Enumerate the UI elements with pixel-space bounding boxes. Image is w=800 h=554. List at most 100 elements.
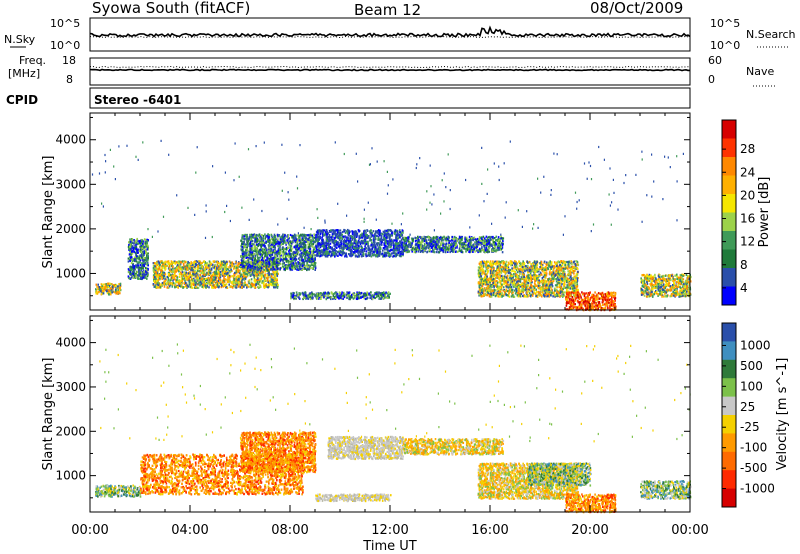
power-cell xyxy=(382,233,384,235)
power-cell xyxy=(238,269,240,271)
power-cell xyxy=(217,284,219,286)
power-cell xyxy=(318,252,320,254)
power-cell xyxy=(311,264,313,266)
power-cell xyxy=(220,273,222,275)
power-cell xyxy=(334,237,336,239)
power-cell xyxy=(277,268,279,270)
power-cell xyxy=(336,243,338,245)
power-cell xyxy=(243,241,245,243)
power-cell xyxy=(235,261,237,263)
power-cell xyxy=(323,249,325,251)
power-cell xyxy=(330,229,332,231)
power-cell xyxy=(318,248,320,250)
power-cell xyxy=(195,284,197,286)
power-cell xyxy=(161,276,163,278)
power-cell xyxy=(178,282,180,284)
power-cell xyxy=(107,283,109,285)
power-cell xyxy=(385,243,387,245)
power-cell xyxy=(138,270,140,272)
power-cell xyxy=(252,256,254,258)
power-cell xyxy=(156,286,158,288)
power-cell xyxy=(112,286,114,288)
power-cell xyxy=(376,248,378,250)
power-cell xyxy=(341,240,343,242)
power-cell xyxy=(223,264,225,266)
power-cell xyxy=(361,233,363,235)
nsky-tick-bottom-left: 10^0 xyxy=(50,39,80,52)
power-cell xyxy=(195,266,197,268)
power-cell xyxy=(308,246,310,248)
power-cell xyxy=(340,250,342,252)
power-cell xyxy=(393,247,395,249)
power-cell xyxy=(179,276,181,278)
power-cell xyxy=(268,266,270,268)
power-cell xyxy=(199,277,201,279)
power-cell xyxy=(263,235,265,237)
power-cell xyxy=(391,235,393,237)
power-cell xyxy=(372,254,374,256)
power-cell xyxy=(238,285,240,287)
power-cell xyxy=(262,249,264,251)
power-cell xyxy=(262,240,264,242)
power-cell xyxy=(250,274,252,276)
power-cell xyxy=(161,285,163,287)
power-cell xyxy=(134,240,136,242)
power-cell xyxy=(387,243,389,245)
power-cell xyxy=(258,269,260,271)
power-cell xyxy=(262,257,264,259)
power-cell xyxy=(245,273,247,275)
power-cell xyxy=(254,276,256,278)
power-cell xyxy=(129,238,131,240)
power-cell xyxy=(400,253,402,255)
power-cell xyxy=(279,246,281,248)
power-cell xyxy=(271,275,273,277)
power-cell xyxy=(347,237,349,239)
power-cell xyxy=(400,234,402,236)
power-cell xyxy=(256,241,258,243)
power-cell xyxy=(165,268,167,270)
power-cell xyxy=(128,260,130,262)
power-cell xyxy=(370,249,372,251)
power-cell xyxy=(295,262,297,264)
power-cell xyxy=(357,249,359,251)
power-cell xyxy=(270,249,272,251)
power-cell xyxy=(141,267,143,269)
power-cell xyxy=(198,287,200,289)
power-cell xyxy=(236,286,238,288)
power-cell xyxy=(247,273,249,275)
power-cell xyxy=(260,245,262,247)
power-cell xyxy=(154,262,156,264)
power-cell xyxy=(302,239,304,241)
power-cell xyxy=(358,255,360,257)
power-cell xyxy=(381,253,383,255)
power-cell xyxy=(194,260,196,262)
power-cell xyxy=(198,264,200,266)
power-cell xyxy=(395,249,397,251)
power-cell xyxy=(378,247,380,249)
power-cell xyxy=(143,271,145,273)
power-cell xyxy=(268,244,270,246)
power-cell xyxy=(97,293,99,295)
power-cell xyxy=(106,286,108,288)
power-cell xyxy=(389,254,391,256)
power-cell xyxy=(185,282,187,284)
power-cell xyxy=(313,233,315,235)
power-cell xyxy=(397,246,399,248)
power-cell xyxy=(251,267,253,269)
freq-tick-top-left: 18 xyxy=(62,54,76,67)
power-cell xyxy=(297,243,299,245)
power-cell xyxy=(300,234,302,236)
power-cell xyxy=(131,251,133,253)
power-cell xyxy=(369,231,371,233)
power-cell xyxy=(172,261,174,263)
power-cell xyxy=(245,284,247,286)
power-cell xyxy=(172,280,174,282)
power-cell xyxy=(264,279,266,281)
power-cell xyxy=(102,284,104,286)
power-cell xyxy=(128,258,130,260)
power-cell xyxy=(326,238,328,240)
power-cell xyxy=(243,260,245,262)
power-cell xyxy=(133,265,135,267)
power-cell xyxy=(243,256,245,258)
power-cell xyxy=(96,286,98,288)
